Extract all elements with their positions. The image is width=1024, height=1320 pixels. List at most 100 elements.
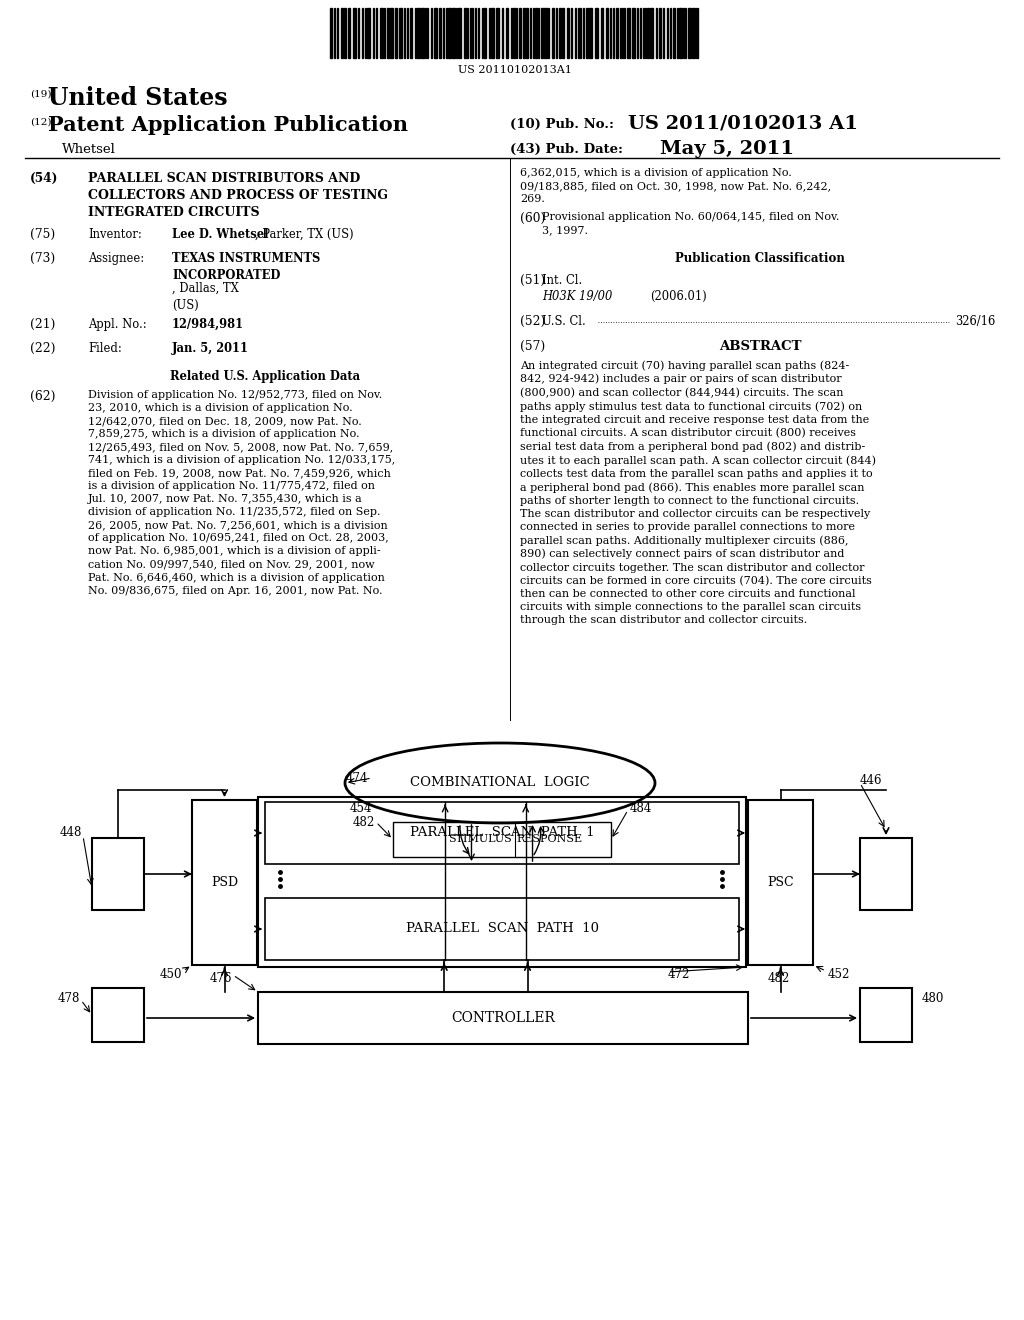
- Text: US 2011/0102013 A1: US 2011/0102013 A1: [628, 115, 858, 133]
- Text: 326/16: 326/16: [955, 315, 995, 327]
- Bar: [748, 800, 813, 965]
- Bar: [449, 8, 451, 58]
- Bar: [692, 8, 694, 58]
- Bar: [258, 993, 748, 1044]
- Text: Jan. 5, 2011: Jan. 5, 2011: [172, 342, 249, 355]
- Bar: [265, 898, 739, 960]
- Text: 454: 454: [349, 801, 372, 814]
- Text: U.S. Cl.: U.S. Cl.: [542, 315, 586, 327]
- Bar: [380, 8, 383, 58]
- Text: PARALLEL  SCAN  PATH  10: PARALLEL SCAN PATH 10: [406, 923, 598, 936]
- Text: (10) Pub. No.:: (10) Pub. No.:: [510, 117, 614, 131]
- Bar: [395, 8, 397, 58]
- Bar: [390, 8, 393, 58]
- Bar: [559, 8, 561, 58]
- Bar: [92, 987, 144, 1041]
- Bar: [484, 8, 486, 58]
- Bar: [606, 8, 608, 58]
- Bar: [344, 8, 346, 58]
- Text: An integrated circuit (70) having parallel scan paths (824-
842, 924-942) includ: An integrated circuit (70) having parall…: [520, 360, 876, 626]
- Text: (12): (12): [30, 117, 51, 127]
- Text: 450: 450: [160, 968, 182, 981]
- Bar: [496, 8, 499, 58]
- Bar: [567, 8, 569, 58]
- Bar: [417, 8, 420, 58]
- Bar: [601, 8, 603, 58]
- Bar: [341, 8, 343, 58]
- Bar: [348, 8, 350, 58]
- Bar: [399, 8, 402, 58]
- Text: 480: 480: [922, 991, 944, 1005]
- Text: (57): (57): [520, 341, 545, 352]
- Bar: [650, 8, 653, 58]
- Text: (54): (54): [30, 172, 58, 185]
- Text: (21): (21): [30, 318, 55, 331]
- Text: Patent Application Publication: Patent Application Publication: [48, 115, 408, 135]
- Text: ABSTRACT: ABSTRACT: [719, 341, 801, 352]
- Text: (51): (51): [520, 275, 545, 286]
- Bar: [421, 8, 424, 58]
- Bar: [627, 8, 630, 58]
- Bar: [659, 8, 662, 58]
- Bar: [523, 8, 525, 58]
- Text: PSC: PSC: [767, 876, 794, 888]
- Text: US 20110102013A1: US 20110102013A1: [458, 65, 572, 75]
- Bar: [434, 8, 437, 58]
- Text: Filed:: Filed:: [88, 342, 122, 355]
- Text: 446: 446: [860, 774, 883, 787]
- Bar: [562, 8, 564, 58]
- Text: Assignee:: Assignee:: [88, 252, 144, 265]
- Text: PARALLEL SCAN DISTRIBUTORS AND
COLLECTORS AND PROCESS OF TESTING
INTEGRATED CIRC: PARALLEL SCAN DISTRIBUTORS AND COLLECTOR…: [88, 172, 388, 219]
- Text: (19): (19): [30, 90, 51, 99]
- Text: PSD: PSD: [211, 876, 238, 888]
- Text: 12/984,981: 12/984,981: [172, 318, 244, 331]
- Text: Whetsel: Whetsel: [62, 143, 116, 156]
- Bar: [541, 8, 543, 58]
- Bar: [387, 8, 389, 58]
- Bar: [193, 800, 257, 965]
- Text: (2006.01): (2006.01): [650, 290, 707, 304]
- Text: COMBINATIONAL  LOGIC: COMBINATIONAL LOGIC: [411, 776, 590, 789]
- Bar: [513, 8, 515, 58]
- Text: Division of application No. 12/952,773, filed on Nov.
23, 2010, which is a divis: Division of application No. 12/952,773, …: [88, 389, 395, 595]
- Text: 474: 474: [345, 771, 368, 784]
- Bar: [526, 8, 528, 58]
- Text: H03K 19/00: H03K 19/00: [542, 290, 612, 304]
- Text: RESPONSE: RESPONSE: [517, 834, 583, 845]
- Bar: [92, 838, 144, 909]
- Text: (43) Pub. Date:: (43) Pub. Date:: [510, 143, 623, 156]
- Text: (22): (22): [30, 342, 55, 355]
- Bar: [452, 8, 455, 58]
- Text: 482: 482: [768, 972, 791, 985]
- Bar: [330, 8, 332, 58]
- Bar: [589, 8, 592, 58]
- Text: 482: 482: [352, 816, 375, 829]
- Text: 452: 452: [828, 968, 850, 981]
- Bar: [265, 803, 739, 865]
- Bar: [464, 8, 466, 58]
- Text: 448: 448: [59, 826, 82, 840]
- Text: (52): (52): [520, 315, 546, 327]
- Text: TEXAS INSTRUMENTS
INCORPORATED: TEXAS INSTRUMENTS INCORPORATED: [172, 252, 321, 282]
- Text: United States: United States: [48, 86, 227, 110]
- Bar: [544, 8, 547, 58]
- Text: Inventor:: Inventor:: [88, 228, 141, 242]
- Text: CONTROLLER: CONTROLLER: [451, 1011, 555, 1026]
- Bar: [535, 8, 537, 58]
- Text: , Dallas, TX
(US): , Dallas, TX (US): [172, 282, 239, 312]
- Text: 472: 472: [668, 969, 690, 982]
- Bar: [595, 8, 598, 58]
- Bar: [586, 8, 588, 58]
- Text: (75): (75): [30, 228, 55, 242]
- Bar: [688, 8, 691, 58]
- Bar: [490, 8, 494, 58]
- Text: , Parker, TX (US): , Parker, TX (US): [255, 228, 353, 242]
- Bar: [860, 987, 912, 1041]
- Bar: [458, 8, 461, 58]
- Text: Appl. No.:: Appl. No.:: [88, 318, 146, 331]
- Bar: [679, 8, 682, 58]
- Text: 478: 478: [57, 991, 80, 1005]
- Text: 6,362,015, which is a division of application No.
09/183,885, filed on Oct. 30, : 6,362,015, which is a division of applic…: [520, 168, 831, 205]
- Text: Publication Classification: Publication Classification: [675, 252, 845, 265]
- Text: (62): (62): [30, 389, 55, 403]
